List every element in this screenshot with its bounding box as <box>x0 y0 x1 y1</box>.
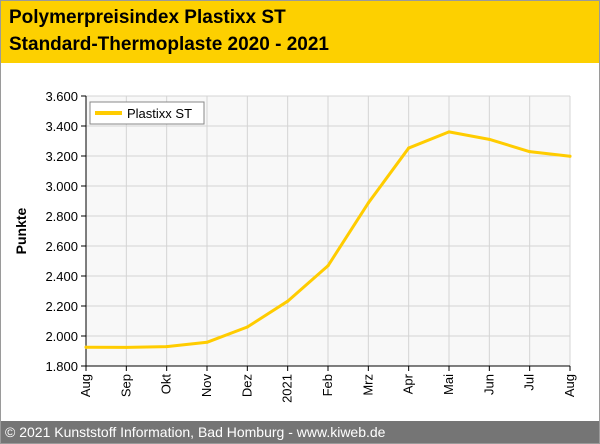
data-point <box>286 299 290 303</box>
data-point <box>205 340 209 344</box>
chart-title-line-2: Standard-Thermoplaste 2020 - 2021 <box>9 34 329 55</box>
data-point <box>487 137 491 141</box>
y-tick-label: 3.400 <box>45 119 78 134</box>
data-point <box>84 345 88 349</box>
chart-header: Polymerpreisindex Plastixx ST Standard-T… <box>1 1 599 63</box>
legend: Plastixx ST <box>89 101 205 125</box>
data-point <box>165 345 169 349</box>
data-point <box>407 146 411 150</box>
x-tick-label: Jul <box>522 374 537 391</box>
x-tick-label: Feb <box>320 374 335 396</box>
y-tick-label: 1.800 <box>45 359 78 374</box>
data-point <box>528 150 532 154</box>
data-point <box>568 154 572 158</box>
data-point <box>124 345 128 349</box>
y-tick-label: 2.200 <box>45 299 78 314</box>
copyright-text: © 2021 Kunststoff Information, Bad Hombu… <box>5 424 386 440</box>
y-tick-label: 3.000 <box>45 179 78 194</box>
x-tick-label: Sep <box>118 374 133 397</box>
x-tick-label: Apr <box>401 373 416 394</box>
y-tick-label: 3.200 <box>45 149 78 164</box>
y-axis-title: Punkte <box>13 207 29 254</box>
x-tick-label: Dez <box>239 374 254 397</box>
legend-label: Plastixx ST <box>127 106 192 121</box>
y-tick-label: 2.600 <box>45 239 78 254</box>
y-tick-label: 2.400 <box>45 269 78 284</box>
data-point <box>447 130 451 134</box>
x-tick-label: Aug <box>78 374 93 397</box>
x-tick-label: Jun <box>481 374 496 395</box>
data-point <box>245 325 249 329</box>
x-tick-label: Nov <box>199 374 214 398</box>
chart-title-line-1: Polymerpreisindex Plastixx ST <box>9 7 286 28</box>
series-group <box>84 130 572 349</box>
y-tick-label: 3.600 <box>45 89 78 104</box>
x-tick-label: Mai <box>441 374 456 395</box>
y-tick-label: 2.000 <box>45 329 78 344</box>
data-point <box>366 201 370 205</box>
x-tick-label: Mrz <box>360 374 375 396</box>
x-tick-label: 2021 <box>280 374 295 403</box>
x-axis-ticks: Aug Sep Okt Nov Dez 2021 Feb Mrz Apr Mai Jun Jul Aug <box>78 366 577 403</box>
y-tick-label: 2.800 <box>45 209 78 224</box>
footer-bar: © 2021 Kunststoff Information, Bad Hombu… <box>1 421 599 443</box>
y-axis-ticks: 1.800 2.000 2.200 2.400 2.600 2.800 3.000 3.200… <box>45 89 86 374</box>
data-point <box>326 264 330 268</box>
legend-box <box>89 101 205 125</box>
x-tick-label: Aug <box>562 374 577 397</box>
x-tick-label: Okt <box>159 374 174 395</box>
